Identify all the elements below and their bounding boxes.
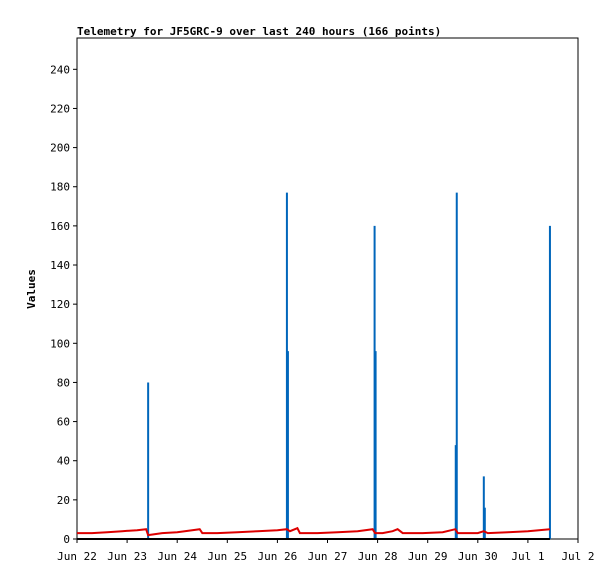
y-tick-label: 220	[50, 102, 70, 115]
x-tick-label: Jun 23	[107, 550, 147, 563]
x-axis: Jun 22 Jun 23 Jun 24 Jun 25 Jun 26 Jun 27 Jun …	[57, 539, 595, 563]
y-tick-label: 200	[50, 142, 70, 155]
x-tick-label: Jun 24	[157, 550, 197, 563]
x-tick-label: Jun 29	[408, 550, 448, 563]
y-tick-label: 240	[50, 63, 70, 76]
chart-title: Telemetry for JF5GRC-9 over last 240 hou…	[77, 25, 441, 38]
y-tick-label: 160	[50, 220, 70, 233]
x-tick-label: Jun 28	[358, 550, 398, 563]
plot-area	[76, 37, 579, 540]
x-tick-label: Jul 2	[561, 550, 594, 563]
x-tick-label: Jun 25	[207, 550, 247, 563]
y-tick-label: 80	[57, 376, 70, 389]
y-tick-label: 100	[50, 337, 70, 350]
x-tick-label: Jul 1	[511, 550, 544, 563]
series-layer	[77, 192, 551, 540]
y-tick-label: 180	[50, 181, 70, 194]
y-axis: 0 20 40 60 80 100 120 140 160 180 200 220 240	[50, 63, 77, 546]
y-tick-label: 60	[57, 416, 70, 429]
y-tick-label: 0	[63, 533, 70, 546]
y-tick-label: 120	[50, 298, 70, 311]
x-tick-label: Jun 22	[57, 550, 97, 563]
y-tick-label: 140	[50, 259, 70, 272]
y-tick-label: 40	[57, 455, 70, 468]
series-line-1	[77, 526, 550, 537]
y-axis-label: Values	[25, 269, 38, 309]
y-tick-label: 20	[57, 494, 70, 507]
x-tick-label: Jun 27	[308, 550, 348, 563]
x-tick-label: Jun 30	[458, 550, 498, 563]
x-tick-label: Jun 26	[258, 550, 298, 563]
